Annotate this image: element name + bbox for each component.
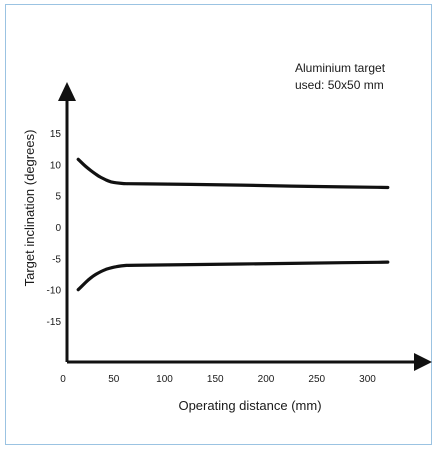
y-tick-label: 10 — [50, 160, 62, 171]
x-tick-label: 250 — [308, 374, 325, 385]
y-tick-label: -15 — [47, 317, 62, 328]
lower-curve — [76, 260, 390, 292]
annotation-line-1: Aluminium target — [295, 61, 386, 75]
y-tick-label: 15 — [50, 129, 62, 140]
x-tick-label: 200 — [258, 374, 275, 385]
x-axis-arrow — [414, 353, 432, 371]
x-tick-label: 100 — [156, 374, 173, 385]
x-tick-label: 150 — [207, 374, 224, 385]
y-axis-label: Target inclination (degrees) — [22, 130, 37, 287]
chart-frame — [5, 4, 432, 445]
y-axis-arrow — [58, 82, 76, 101]
upper-curve — [76, 157, 390, 190]
x-axis-label: Operating distance (mm) — [178, 398, 321, 413]
y-tick-label: -10 — [47, 286, 62, 297]
y-tick-label: 5 — [55, 192, 61, 203]
x-tick-label: 50 — [108, 374, 120, 385]
annotation-line-2: used: 50x50 mm — [295, 78, 384, 92]
y-tick-label: 0 — [55, 223, 61, 234]
y-tick-label: -5 — [52, 254, 61, 265]
x-tick-label: 300 — [359, 374, 376, 385]
data-curves — [76, 157, 390, 292]
x-tick-label: 0 — [60, 374, 66, 385]
